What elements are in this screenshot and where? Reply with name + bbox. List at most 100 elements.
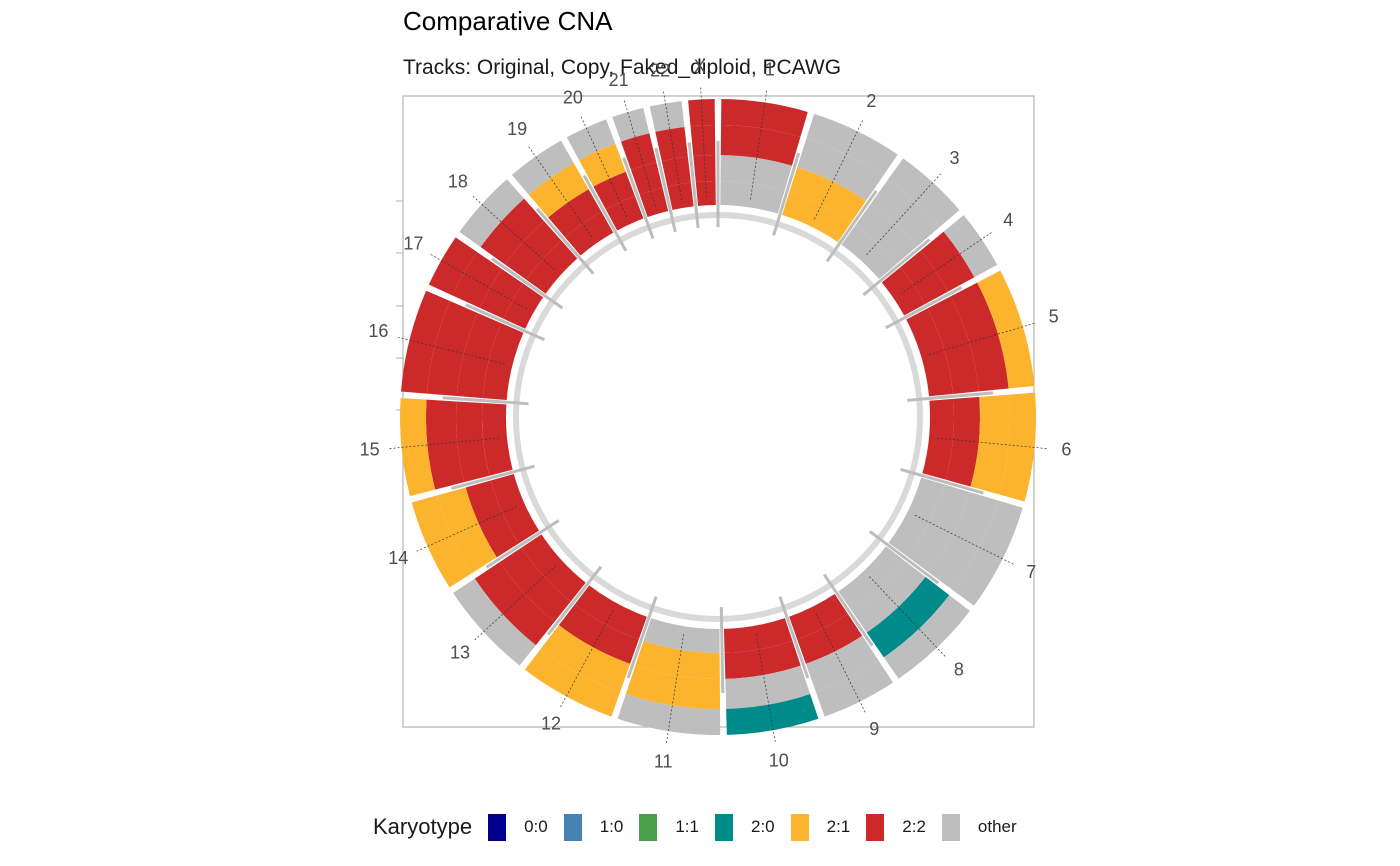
legend-swatch	[714, 813, 733, 841]
chromosome-boundary	[582, 174, 628, 252]
chromosome-boundary	[825, 190, 878, 263]
segment-chr21-original	[639, 187, 669, 218]
legend-swatch	[488, 813, 507, 841]
segment-chr15-faked_diploid	[425, 399, 465, 490]
segment-chr12-copy	[558, 604, 639, 664]
chromosome-boundary	[451, 464, 535, 490]
segment-chr17-original	[503, 283, 544, 329]
segment-chrX-copy	[693, 155, 716, 183]
segment-chr12-faked_diploid	[540, 625, 631, 693]
chromosome-boundary	[465, 303, 546, 342]
chromosome-boundary	[491, 257, 564, 310]
segment-chr5-original	[906, 308, 953, 397]
segment-chr6-pcawg	[999, 392, 1036, 502]
segment-chr14-original	[490, 474, 539, 544]
segment-chr13-original	[521, 534, 586, 602]
chromosome-boundary	[546, 565, 603, 636]
legend-entry: 1:1	[639, 813, 699, 841]
segment-chr22-copy	[661, 156, 691, 187]
segment-chr19-copy	[548, 189, 602, 238]
chromosome-label: 18	[448, 172, 468, 192]
segment-chr18-original	[526, 240, 578, 294]
segment-chr21-copy	[630, 162, 663, 195]
segment-chr5-faked_diploid	[950, 282, 1009, 392]
chromosome-boundary	[868, 530, 940, 585]
chromosome-label: 16	[368, 321, 388, 341]
segment-chr21-pcawg	[612, 107, 650, 142]
legend-label: other	[977, 817, 1017, 836]
segment-chr4-original	[881, 267, 926, 316]
legend-swatch	[563, 813, 582, 841]
chromosome-label: 9	[869, 719, 879, 739]
chromosome-boundary	[900, 467, 984, 495]
legend-entry: 0:0	[488, 813, 548, 841]
segment-chr15-pcawg	[400, 398, 436, 497]
segment-chr7-pcawg	[953, 500, 1023, 606]
chromosome-boundary	[485, 519, 560, 569]
segment-chr5-copy	[927, 296, 979, 394]
legend-swatch	[639, 813, 658, 841]
segment-chr6-copy	[945, 396, 981, 487]
segment-chr19-original	[565, 211, 614, 256]
segment-chr20-pcawg	[566, 119, 616, 161]
segment-chr19-pcawg	[511, 140, 574, 195]
segment-chr20-faked_diploid	[579, 143, 626, 187]
legend-entry: 1:0	[563, 813, 624, 841]
segment-chr8-pcawg	[883, 595, 970, 679]
segment-chr6-original	[922, 398, 954, 480]
segment-chr7-original	[888, 477, 945, 558]
legend-label: 0:0	[524, 817, 548, 836]
chromosome-label: 22	[650, 61, 670, 81]
chromosome-label: X	[694, 56, 706, 76]
segment-chr17-pcawg	[428, 237, 478, 296]
chromosome-label: 12	[541, 713, 561, 733]
segment-chr16-faked_diploid	[426, 301, 478, 396]
segment-chr17-faked_diploid	[452, 252, 502, 308]
segment-chr2-pcawg	[806, 113, 898, 177]
segment-chr11-copy	[635, 640, 720, 679]
chromosome-label: 4	[1003, 210, 1013, 230]
segment-chr10-copy	[724, 640, 801, 679]
segment-chr11-faked_diploid	[625, 665, 721, 709]
segment-chr9-pcawg	[815, 660, 894, 717]
segment-chr1-original	[720, 181, 785, 214]
segment-chrX-pcawg	[688, 99, 715, 127]
legend-swatch	[790, 813, 809, 841]
segment-chr12-pcawg	[524, 648, 621, 717]
segment-chr15-original	[482, 403, 513, 476]
legend-title: Karyotype	[373, 814, 473, 839]
segment-chr16-original	[482, 323, 524, 400]
segment-chr8-original	[838, 546, 905, 612]
segment-chr11-pcawg	[617, 694, 721, 735]
segment-chr22-pcawg	[649, 101, 685, 132]
segment-chr2-copy	[789, 167, 867, 223]
segment-chr1-faked_diploid	[720, 125, 801, 166]
chromosome-boundary	[778, 596, 810, 679]
legend-label: 2:1	[826, 817, 851, 836]
chromosome-label: 6	[1061, 439, 1071, 459]
legend-swatch	[941, 813, 960, 841]
chromosome-boundary	[626, 596, 658, 679]
segment-chr16-pcawg	[401, 290, 451, 394]
segment-chr3-original	[841, 225, 898, 280]
legend: Karyotype 0:0 1:0 1:1 2:0 2:1 2:2 other	[373, 812, 1033, 842]
segment-chr1-pcawg	[721, 99, 808, 137]
segment-chrX-original	[695, 181, 716, 206]
chromosome-boundary	[862, 238, 931, 297]
chromosome-label: 14	[388, 548, 408, 568]
legend-entry: 2:1	[790, 813, 851, 841]
chromosome-label: 7	[1026, 562, 1036, 582]
chart-title: Comparative CNA	[403, 6, 613, 36]
chromosome-label: 10	[769, 750, 789, 770]
legend-label: 1:0	[599, 817, 624, 836]
segment-chr10-original	[723, 618, 793, 653]
chromosome-label: 5	[1049, 306, 1059, 326]
chart-subtitle: Tracks: Original, Copy, Faked_diploid, P…	[403, 56, 842, 79]
legend-swatch	[866, 813, 885, 841]
chromosome-label: 21	[609, 70, 629, 90]
segment-chr9-original	[789, 593, 848, 640]
segment-chr20-copy	[593, 171, 635, 210]
segment-chr9-faked_diploid	[805, 635, 879, 693]
